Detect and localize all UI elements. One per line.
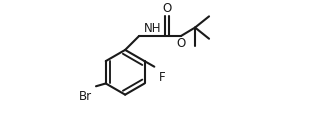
Text: O: O [162, 2, 172, 15]
Text: O: O [177, 37, 186, 50]
Text: NH: NH [144, 22, 162, 34]
Text: Br: Br [79, 91, 92, 104]
Text: F: F [158, 71, 165, 84]
